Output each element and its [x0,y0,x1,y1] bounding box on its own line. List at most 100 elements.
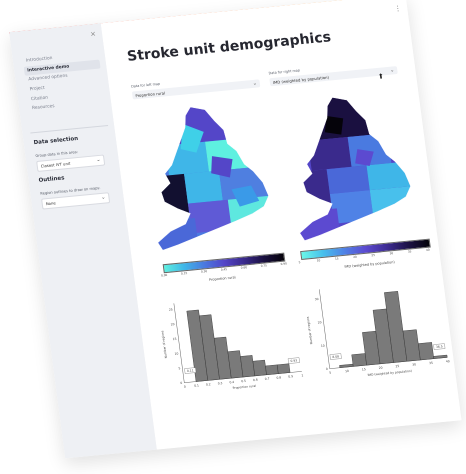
boxed-value-label: 36.5 [436,344,443,349]
y-tick-label: 10 [174,352,178,356]
y-tick-label: 30 [314,297,318,301]
right-map-data-label: Data for right map [268,68,301,76]
y-tick-label: 20 [171,322,175,326]
x-tick-label: 0.3 [217,381,222,385]
outline-regions-select[interactable]: None ⌄ [41,192,111,210]
left-map-data-value: Proportion rural [135,90,166,99]
x-tick-label: 0.1 [194,383,199,387]
colorbar-tick-label: 0.90 [280,261,288,266]
left-colorbar-caption: Proportion rural [208,275,236,282]
right-colorbar-ticks: 5 10 15 20 25 30 35 40 [101,0,430,265]
left-histogram: 0 0.1 0.2 0.3 0.4 0.5 0.6 0.7 0.8 0.9 10510152025P… [160,303,304,390]
chevron-down-icon: ⌄ [252,80,258,87]
chevron-down-icon: ⌄ [100,194,106,201]
x-tick-label: 0.8 [276,375,281,379]
x-tick-label: 40 [446,359,450,363]
x-tick-label: 0.2 [206,382,211,386]
main-content: ⋮ Stroke unit demographics Data for left… [100,0,462,450]
group-data-value: Closest IVT unit [40,160,71,169]
colorbar-tick-label: 25 [371,252,376,258]
y-axis-line [173,303,185,383]
histogram-bar [265,364,279,375]
outline-regions-value: None [45,200,56,207]
left-map-outline [157,106,269,251]
sidebar-divider [30,124,109,134]
left-colorbar-ticks: 0.00 0.15 0.30 0.45 0.60 0.75 0.90 [101,0,406,277]
histogram-bar [339,363,354,368]
right-map-outline [299,97,411,241]
x-tick-label: 0.6 [253,378,258,382]
y-tick-label: 20 [318,320,322,324]
right-map-data-value: IMD (weighted by population) [272,74,330,85]
x-axis-label: IMD (weighted by population) [367,369,412,377]
boxed-value-label: 8.08 [332,354,339,359]
right-colorbar-caption: IMD (weighted by population) [344,260,395,269]
histogram-bar [240,355,256,378]
chevron-down-icon: ⌄ [95,156,101,164]
y-tick-label: 15 [172,337,176,341]
histogram-bar [433,354,448,359]
colorbar-tick-label: 20 [352,254,357,259]
y-tick-label: 0 [180,381,183,385]
colorbar-tick-label: 30 [389,251,394,256]
x-axis-label: Proportion rural [232,384,256,390]
x-tick-label: 0.9 [288,374,293,378]
left-map-data-label: Data for left map [130,81,161,89]
y-axis-label: Number of regions [160,330,168,358]
histogram-bar [252,359,267,377]
x-tick-label: 1 [301,373,304,377]
mouse-cursor-icon: ⬆ [377,72,385,81]
colorbar-tick-label: 0.60 [240,265,248,270]
chevron-down-icon: ⌄ [389,67,395,74]
y-tick-label: 5 [178,366,181,370]
x-tick-label: 0.4 [229,380,234,384]
histogram-bar [276,363,291,374]
colorbar-tick-label: 0.00 [160,272,168,278]
x-tick-label: 0 [184,385,187,389]
y-axis-label: Number of regions [306,316,314,344]
y-tick-label: 25 [169,307,173,311]
x-tick-label: 5 [329,371,332,375]
histogram-bar [418,342,435,361]
left-map [140,100,275,251]
y-tick-label: 10 [321,344,325,348]
boxed-value-label: 0.11 [187,368,194,373]
close-sidebar-icon[interactable]: × [89,29,97,39]
page-title: Stroke unit demographics [126,29,332,65]
x-tick-label: 20 [378,366,382,370]
y-axis-line [319,289,330,369]
x-tick-label: 35 [429,361,433,365]
colorbar-tick-label: 0.45 [220,267,228,272]
x-tick-label: 15 [362,367,366,371]
y-tick-label: 0 [326,367,329,371]
histogram-bar [384,291,408,363]
histogram-bar [351,353,367,367]
value-label-box [184,367,197,374]
main-menu-icon[interactable]: ⋮ [393,4,402,14]
colorbar-tick-label: 0.30 [200,269,208,274]
colorbar-tick-label: 0.75 [260,263,268,268]
colorbar-tick-label: 40 [425,247,430,252]
value-label-box [329,353,342,360]
colorbar-tick-label: 35 [407,249,412,254]
x-tick-label: 25 [395,364,399,368]
x-tick-label: 0.7 [264,377,269,381]
colorbar-tick-label: 5 [298,260,301,265]
x-tick-label: 10 [345,369,349,373]
colorbar-tick-label: 15 [334,256,339,261]
right-map [282,91,417,241]
app-window: × Introduction Interactive demo Advanced… [9,0,462,459]
group-data-select[interactable]: Closest IVT unit ⌄ [36,154,106,172]
boxed-value-label: 0.93 [290,358,297,363]
sidebar-nav: Introduction Interactive demo Advanced o… [22,50,105,114]
colorbar-tick-label: 0.15 [180,270,188,276]
data-selection-heading: Data selection [33,135,79,147]
colorbar-tick-label: 10 [316,258,321,263]
value-label-box [287,357,300,364]
outlines-heading: Outlines [38,175,65,184]
value-label-box [433,343,446,350]
x-tick-label: 0.5 [241,379,246,383]
x-tick-label: 30 [412,362,416,366]
